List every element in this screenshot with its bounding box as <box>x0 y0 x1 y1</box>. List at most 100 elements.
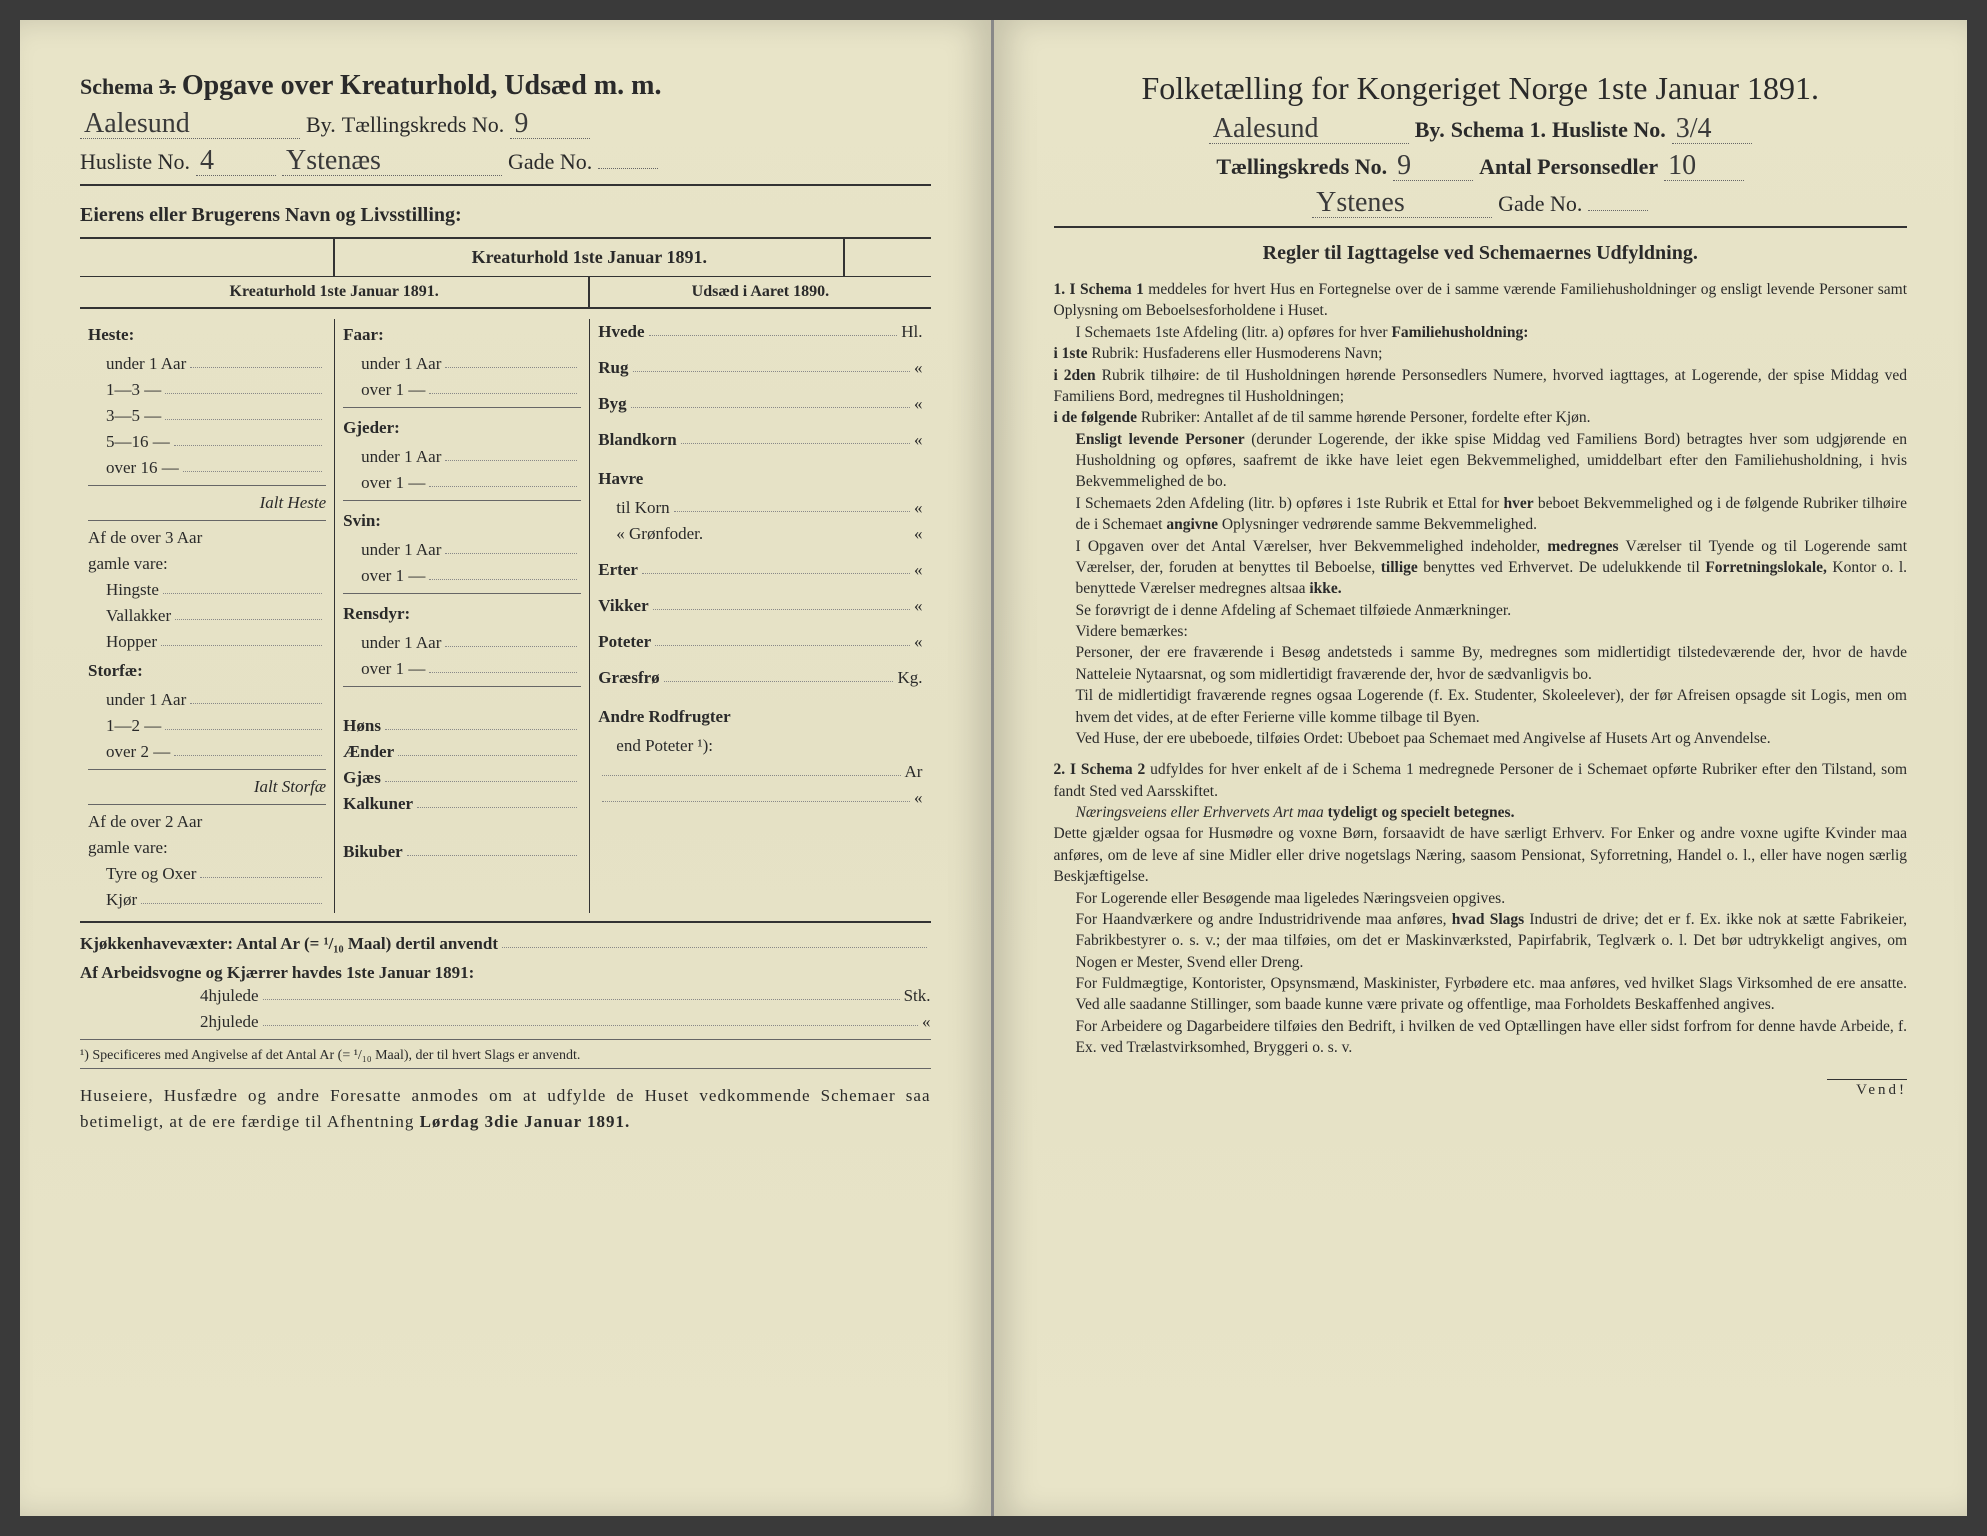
bikuber: Bikuber <box>343 839 581 865</box>
gade-label: Gade No. <box>508 149 592 175</box>
kjokken-l: Kjøkkenhavevæxter: Antal Ar (= ¹/₁₀ Maal… <box>80 934 498 954</box>
r1i6: Forretningslokale, <box>1705 559 1827 576</box>
s-o2-l: over 2 — <box>106 742 170 762</box>
r1f: i de følgende <box>1054 409 1138 426</box>
kalkuner-l: Kalkuner <box>343 794 413 814</box>
r1k: Videre bemærkes: <box>1076 621 1908 642</box>
byg-l: Byg <box>598 394 626 414</box>
graesfro-l: Græsfrø <box>598 668 659 688</box>
r-gade-hand: Ystenes <box>1312 189 1492 218</box>
andre-h: Andre Rodfrugter <box>598 701 922 733</box>
footnote-1: ¹) Specificeres med Angivelse af det Ant… <box>80 1048 931 1064</box>
poteter: Poteter« <box>598 629 922 655</box>
s-o2: over 2 — <box>88 739 326 765</box>
spacer-2 <box>343 817 581 839</box>
sv-u1: under 1 Aar <box>343 537 581 563</box>
r1m: Til de midlertidigt fraværende regnes og… <box>1076 685 1908 728</box>
rules-title: Regler til Iagttagelse ved Schemaernes U… <box>1054 242 1908 265</box>
hr-f <box>343 407 581 408</box>
r2c2: tydeligt og specielt betegnes. <box>1328 804 1515 821</box>
col-3: HvedeHl. Rug« Byg« Blandkorn« Havre til … <box>590 319 930 913</box>
blandkorn-l: Blandkorn <box>598 430 676 450</box>
hopper: Hopper <box>88 629 326 655</box>
tyre-l: Tyre og Oxer <box>106 864 196 884</box>
r1a: 1. I Schema 1 <box>1054 281 1144 298</box>
vikker: Vikker« <box>598 593 922 619</box>
r1l: Personer, der ere fraværende i Besøg and… <box>1076 642 1908 685</box>
table-header-row: Kreaturhold 1ste Januar 1891. <box>80 237 931 277</box>
r-line4: Ystenes Gade No. <box>1054 189 1908 218</box>
r2a: 2. I Schema 2 <box>1054 761 1146 778</box>
byg: Byg« <box>598 391 922 417</box>
svin-h: Svin: <box>343 505 581 537</box>
r-gade-blank <box>1588 189 1648 211</box>
hingste-l: Hingste <box>106 580 159 600</box>
by-line: Aalesund By. Tællingskreds No. 9 <box>80 110 931 139</box>
census-title: Folketælling for Kongeriget Norge 1ste J… <box>1054 70 1908 107</box>
arbeids: Af Arbeidsvogne og Kjærrer havdes 1ste J… <box>80 963 931 983</box>
r2g: For Fuldmægtige, Kontorister, Opsynsmænd… <box>1076 973 1908 1016</box>
arbeids-l: Af Arbeidsvogne og Kjærrer havdes 1ste J… <box>80 963 474 982</box>
r1n-wrap: Ved Huse, der ere ubeboede, tilføies Ord… <box>1076 728 1908 749</box>
tilkorn-l: til Korn <box>616 498 669 518</box>
h-35-l: 3—5 — <box>106 406 161 426</box>
s-u1: under 1 Aar <box>88 687 326 713</box>
r2e: For Logerende eller Besøgende maa ligele… <box>1076 888 1908 909</box>
schema-header: Schema 3. Opgave over Kreaturhold, Udsæd… <box>80 70 931 102</box>
rule-2-block: 2. I Schema 2 udfyldes for hver enkelt a… <box>1054 759 1908 1058</box>
r-hus: Husliste No. <box>1552 117 1666 143</box>
r1i4: tillige <box>1381 559 1418 576</box>
f-u1-l: under 1 Aar <box>361 354 441 374</box>
r-by: By. <box>1415 117 1445 143</box>
r-u1-l: under 1 Aar <box>361 633 441 653</box>
endpot: end Poteter ¹): <box>598 733 922 759</box>
r1f2: Rubriker: Antallet af de til samme høren… <box>1141 409 1591 426</box>
kjokken: Kjøkkenhavevæxter: Antal Ar (= ¹/₁₀ Maal… <box>80 931 931 957</box>
hons-l: Høns <box>343 716 381 736</box>
r1i-wrap: I Opgaven over det Antal Værelser, hver … <box>1076 536 1908 600</box>
4hj-l: 4hjulede <box>200 986 259 1006</box>
h-35: 3—5 — <box>88 403 326 429</box>
h-516-l: 5—16 — <box>106 432 170 452</box>
r-u1: under 1 Aar <box>343 630 581 656</box>
hr-sv <box>343 593 581 594</box>
r1g: Ensligt levende Personer <box>1076 431 1245 448</box>
book-spread: Schema 3. Opgave over Kreaturhold, Udsæd… <box>20 20 1967 1516</box>
vallakker: Vallakker <box>88 603 326 629</box>
husliste-hand: 4 <box>196 147 276 176</box>
eier-title: Eierens eller Brugerens Navn og Livsstil… <box>80 204 931 227</box>
r2f-wrap: For Haandværkere og andre Industridriven… <box>1076 909 1908 973</box>
r-line3: Tællingskreds No. 9 Antal Personsedler 1… <box>1054 152 1908 181</box>
col-2: Faar: under 1 Aar over 1 — Gjeder: under… <box>335 319 590 913</box>
r-kreds-hand: 9 <box>1393 152 1473 181</box>
r-line2: Aalesund By. Schema 1. Husliste No. 3/4 <box>1054 115 1908 144</box>
hr-heste <box>88 485 326 486</box>
r1i5: benyttes ved Erhvervet. De udelukkende t… <box>1423 559 1700 576</box>
hus-line: Husliste No. 4 Ystenæs Gade No. <box>80 147 931 176</box>
by-label: By. <box>306 112 336 138</box>
r1e2: Rubrik tilhøire: de til Husholdningen hø… <box>1054 367 1908 405</box>
kalkuner: Kalkuner <box>343 791 581 817</box>
hons: Høns <box>343 713 581 739</box>
gjaes: Gjæs <box>343 765 581 791</box>
f-u1: under 1 Aar <box>343 351 581 377</box>
r-kreds: Tællingskreds No. <box>1216 154 1387 180</box>
hr-r <box>343 686 581 687</box>
kreds-label: Tællingskreds No. <box>342 112 505 138</box>
r-o1-l: over 1 — <box>361 659 425 679</box>
h-o16: over 16 — <box>88 455 326 481</box>
h-o16-l: over 16 — <box>106 458 179 478</box>
kjor: Kjør <box>88 887 326 913</box>
spacer-1 <box>343 691 581 713</box>
r1i: I Opgaven over det Antal Værelser, hver … <box>1076 538 1541 555</box>
r2f2: hvad Slags <box>1452 911 1524 928</box>
af3: Af de over 3 Aar <box>88 525 326 551</box>
kreatur-table: Heste: under 1 Aar 1—3 — 3—5 — 5—16 — ov… <box>80 319 931 913</box>
r1n: Ved Huse, der ere ubeboede, tilføies Ord… <box>1076 730 1771 747</box>
h-13-l: 1—3 — <box>106 380 161 400</box>
h-u1: under 1 Aar <box>88 351 326 377</box>
r1d2: Rubrik: Husfaderens eller Husmoderens Na… <box>1091 345 1382 362</box>
huseiere-note: Huseiere, Husfædre og andre Foresatte an… <box>80 1083 931 1134</box>
r1g-wrap: Ensligt levende Personer (derunder Loger… <box>1076 429 1908 493</box>
blandkorn: Blandkorn« <box>598 427 922 453</box>
